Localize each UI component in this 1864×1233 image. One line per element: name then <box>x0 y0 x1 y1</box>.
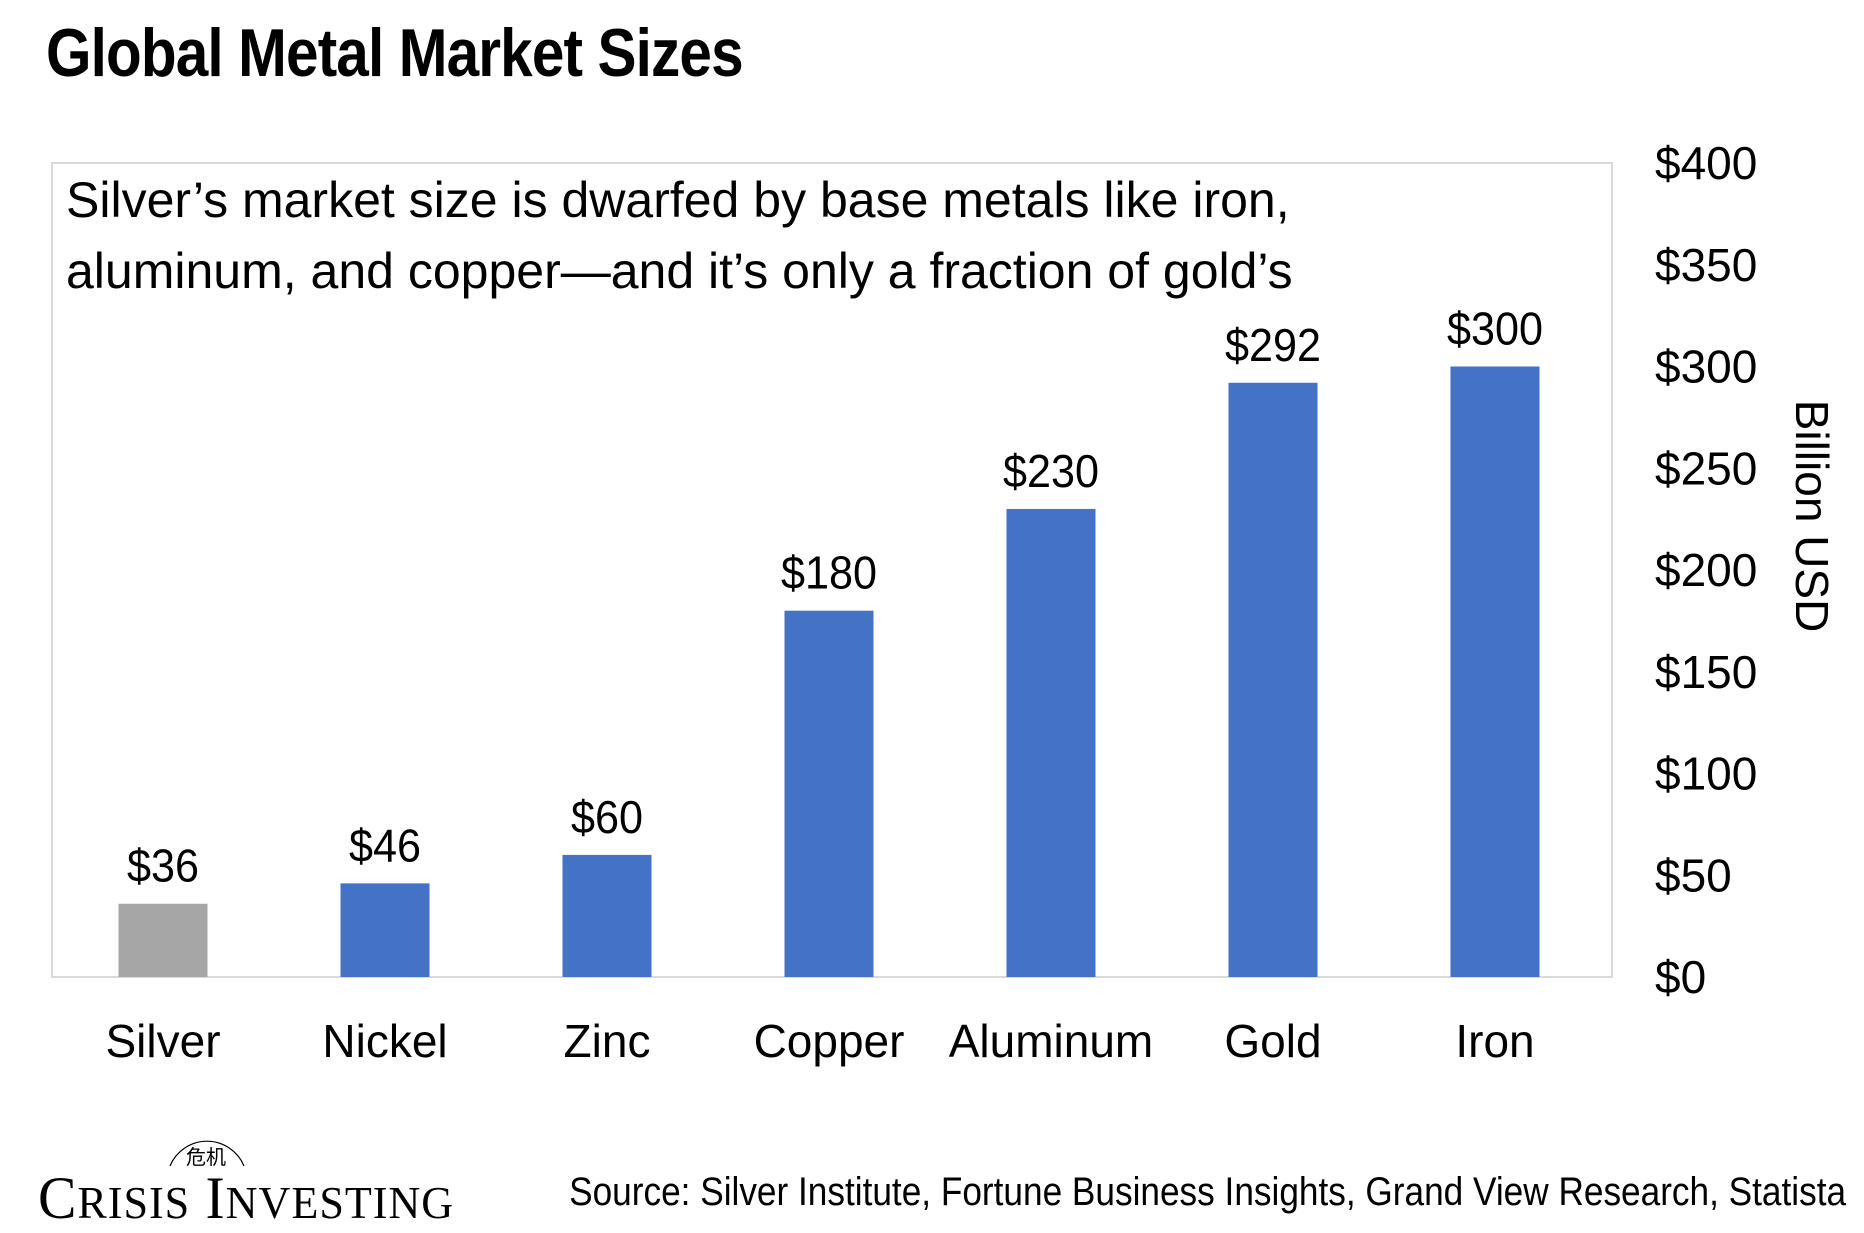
data-label-nickel: $46 <box>349 819 421 871</box>
y-tick-label: $350 <box>1655 239 1757 291</box>
y-tick-label: $300 <box>1655 341 1757 393</box>
category-label-aluminum: Aluminum <box>949 1015 1154 1067</box>
category-label-nickel: Nickel <box>322 1015 447 1067</box>
bar-aluminum <box>1006 508 1096 977</box>
data-label-gold: $292 <box>1225 319 1321 371</box>
data-label-copper: $180 <box>781 547 877 599</box>
bar-copper <box>784 610 874 977</box>
chart-title: Global Metal Market Sizes <box>46 15 744 91</box>
crisis-investing-logo: 危机 CRISIS INVESTING <box>38 1128 538 1231</box>
logo-wordmark: CRISIS INVESTING <box>38 1165 455 1231</box>
svg-text:危机: 危机 <box>186 1146 226 1169</box>
data-label-zinc: $60 <box>571 791 643 843</box>
y-tick-label: $250 <box>1655 442 1757 494</box>
bars-group <box>118 366 1540 977</box>
subtitle-line: aluminum, and copper—and it’s only a fra… <box>66 243 1293 299</box>
category-label-zinc: Zinc <box>564 1015 651 1067</box>
y-tick-label: $200 <box>1655 544 1757 596</box>
bar-iron <box>1450 366 1540 977</box>
bar-zinc <box>562 854 652 977</box>
data-labels-group: $36 $46 $60 $180 $230 $292 $300 <box>127 303 1543 892</box>
bar-silver <box>118 903 208 977</box>
data-label-iron: $300 <box>1447 303 1543 355</box>
category-label-iron: Iron <box>1455 1015 1534 1067</box>
data-label-aluminum: $230 <box>1003 445 1099 497</box>
category-labels-group: Silver Nickel Zinc Copper Aluminum Gold Iron <box>105 1015 1534 1067</box>
y-tick-label: $50 <box>1655 849 1732 901</box>
category-label-gold: Gold <box>1224 1015 1321 1067</box>
y-tick-label: $150 <box>1655 646 1757 698</box>
bar-nickel <box>340 883 430 977</box>
y-axis-label: Billion USD <box>1786 400 1838 633</box>
logo-mark-icon: 危机 <box>169 1140 245 1169</box>
y-axis-tick-labels-group: $0 $50 $100 $150 $200 $250 $300 $350 $400 <box>1655 137 1757 1003</box>
subtitle-line: Silver’s market size is dwarfed by base … <box>66 172 1290 228</box>
y-tick-label: $0 <box>1655 951 1706 1003</box>
y-tick-label: $100 <box>1655 748 1757 800</box>
data-label-silver: $36 <box>127 840 199 892</box>
category-label-copper: Copper <box>754 1015 905 1067</box>
y-tick-label: $400 <box>1655 137 1757 189</box>
category-label-silver: Silver <box>105 1015 220 1067</box>
source-note: Source: Silver Institute, Fortune Busine… <box>569 1170 1846 1214</box>
bar-gold <box>1228 382 1318 977</box>
